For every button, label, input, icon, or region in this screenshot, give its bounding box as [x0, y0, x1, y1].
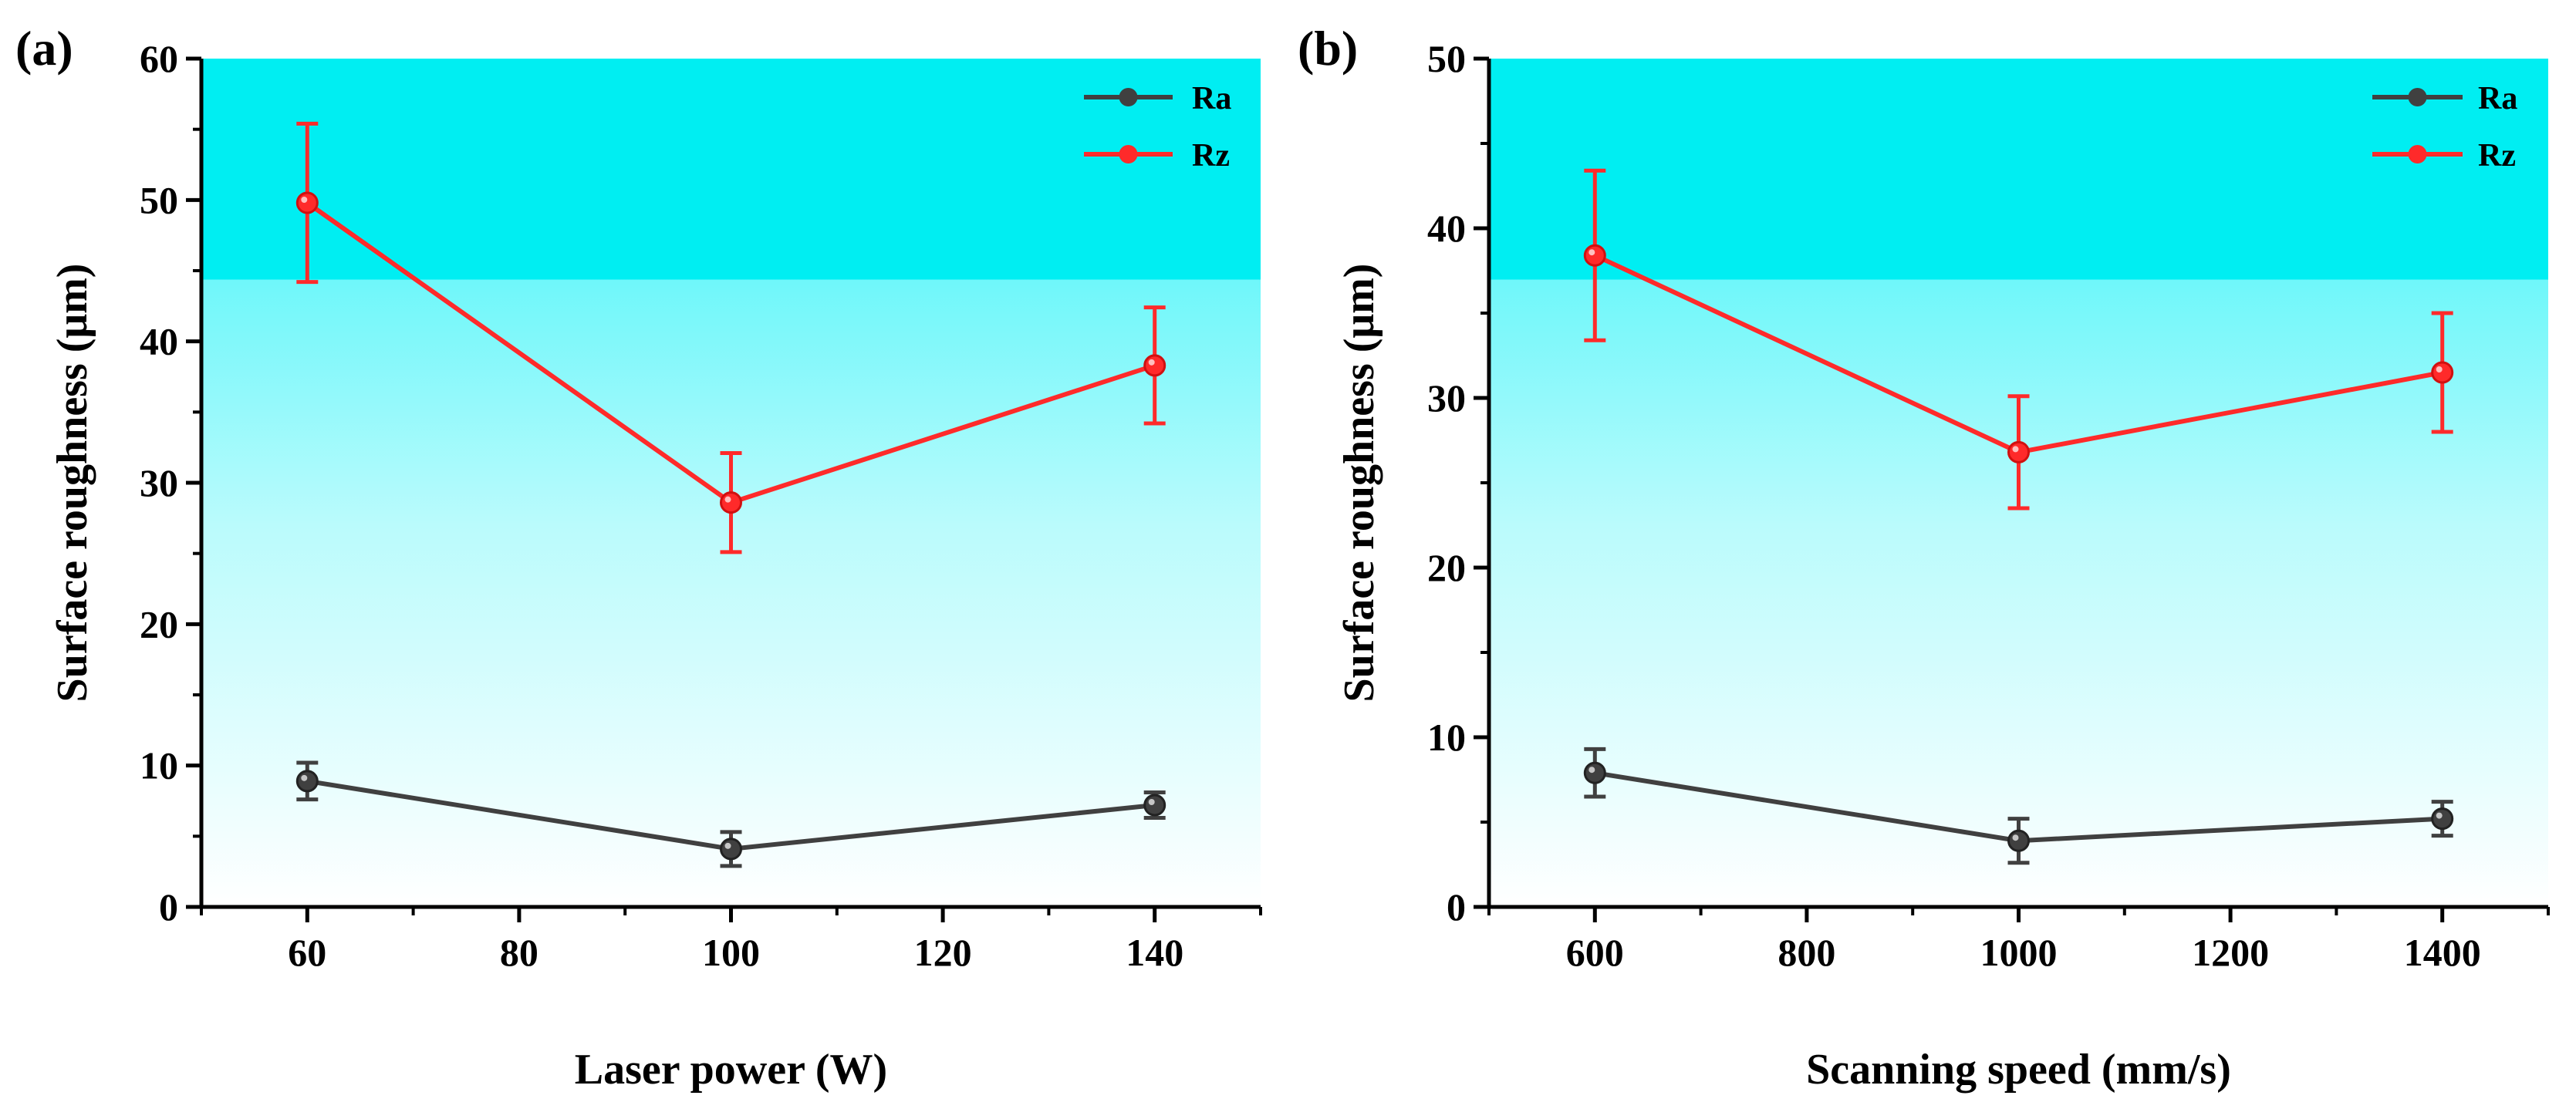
- x-tick-label: 140: [1126, 931, 1183, 974]
- y-tick-label: 50: [140, 178, 178, 221]
- data-point-highlight: [2436, 366, 2443, 372]
- x-tick-label: 600: [1566, 931, 1624, 974]
- y-tick-label: 20: [1427, 546, 1466, 589]
- data-point-highlight: [724, 842, 731, 849]
- y-tick-label: 0: [159, 885, 178, 929]
- data-point-highlight: [2436, 812, 2443, 819]
- y-axis-title: Surface roughness (μm): [49, 264, 96, 703]
- x-tick-label: 120: [914, 931, 972, 974]
- data-point-highlight: [301, 197, 308, 203]
- data-point-highlight: [1148, 799, 1155, 805]
- x-axis-title: Laser power (W): [575, 1046, 887, 1094]
- data-point-highlight: [2012, 834, 2019, 841]
- data-point-highlight: [724, 496, 731, 503]
- y-tick-label: 10: [140, 744, 178, 787]
- x-tick-label: 1400: [2404, 931, 2481, 974]
- legend-entry-ra: Ra: [1084, 81, 1231, 116]
- legend-label: Rz: [2478, 138, 2516, 174]
- data-point-highlight: [1588, 767, 1595, 774]
- y-tick-label: 60: [140, 37, 178, 80]
- legend-entry-ra: Ra: [2372, 81, 2517, 116]
- legend-entry-rz: Rz: [1084, 138, 1230, 174]
- legend-label: Ra: [1192, 81, 1231, 116]
- chart-panel-a: 0 10 20 30 40 50 60 60 80 100 120 140 Laser power (W…: [15, 21, 1262, 1094]
- data-point-rz: [1143, 354, 1166, 377]
- x-tick-label: 800: [1778, 931, 1835, 974]
- y-tick-label: 20: [140, 602, 178, 645]
- data-point-rz: [2007, 440, 2030, 463]
- data-point-rz: [1583, 244, 1606, 267]
- data-point-rz: [2431, 361, 2454, 384]
- y-tick-label: 10: [1427, 716, 1466, 759]
- data-point-rz: [720, 491, 742, 514]
- data-point-ra: [2007, 829, 2030, 852]
- legend-marker: [1119, 88, 1138, 106]
- y-tick-label: 40: [140, 320, 178, 363]
- x-tick-label: 100: [702, 931, 760, 974]
- legend-entry-rz: Rz: [2372, 138, 2516, 174]
- y-axis-title: Surface roughness (μm): [1335, 264, 1383, 703]
- y-tick-label: 0: [1447, 885, 1466, 929]
- y-tick-label: 30: [140, 461, 178, 504]
- x-tick-label: 1000: [1980, 931, 2058, 974]
- y-tick-label: 30: [1427, 376, 1466, 420]
- legend-label: Ra: [2478, 81, 2517, 116]
- data-point-highlight: [1588, 249, 1595, 256]
- data-point-highlight: [1148, 359, 1155, 366]
- y-tick-label: 40: [1427, 207, 1466, 250]
- legend-marker: [2408, 88, 2427, 106]
- data-point-highlight: [2012, 446, 2019, 453]
- x-tick-label: 1200: [2192, 931, 2269, 974]
- legend-marker: [2408, 145, 2427, 163]
- data-point-ra: [1143, 794, 1166, 817]
- x-tick-label: 80: [500, 931, 538, 974]
- data-point-rz: [295, 191, 319, 214]
- x-axis-title: Scanning speed (mm/s): [1806, 1046, 2231, 1094]
- x-tick-label: 60: [288, 931, 326, 974]
- data-point-ra: [1583, 761, 1606, 784]
- chart-panel-b: 0 10 20 30 40 50 600 800 1000 1200 1400 Scanning sp…: [1298, 21, 2550, 1094]
- data-point-ra: [720, 838, 742, 861]
- legend-marker: [1119, 145, 1138, 163]
- panel-label: (a): [15, 21, 73, 76]
- y-tick-label: 50: [1427, 37, 1466, 80]
- panel-label: (b): [1298, 21, 1358, 76]
- data-point-highlight: [301, 774, 308, 781]
- legend-label: Rz: [1192, 138, 1230, 174]
- data-point-ra: [295, 770, 319, 793]
- data-point-ra: [2431, 807, 2454, 831]
